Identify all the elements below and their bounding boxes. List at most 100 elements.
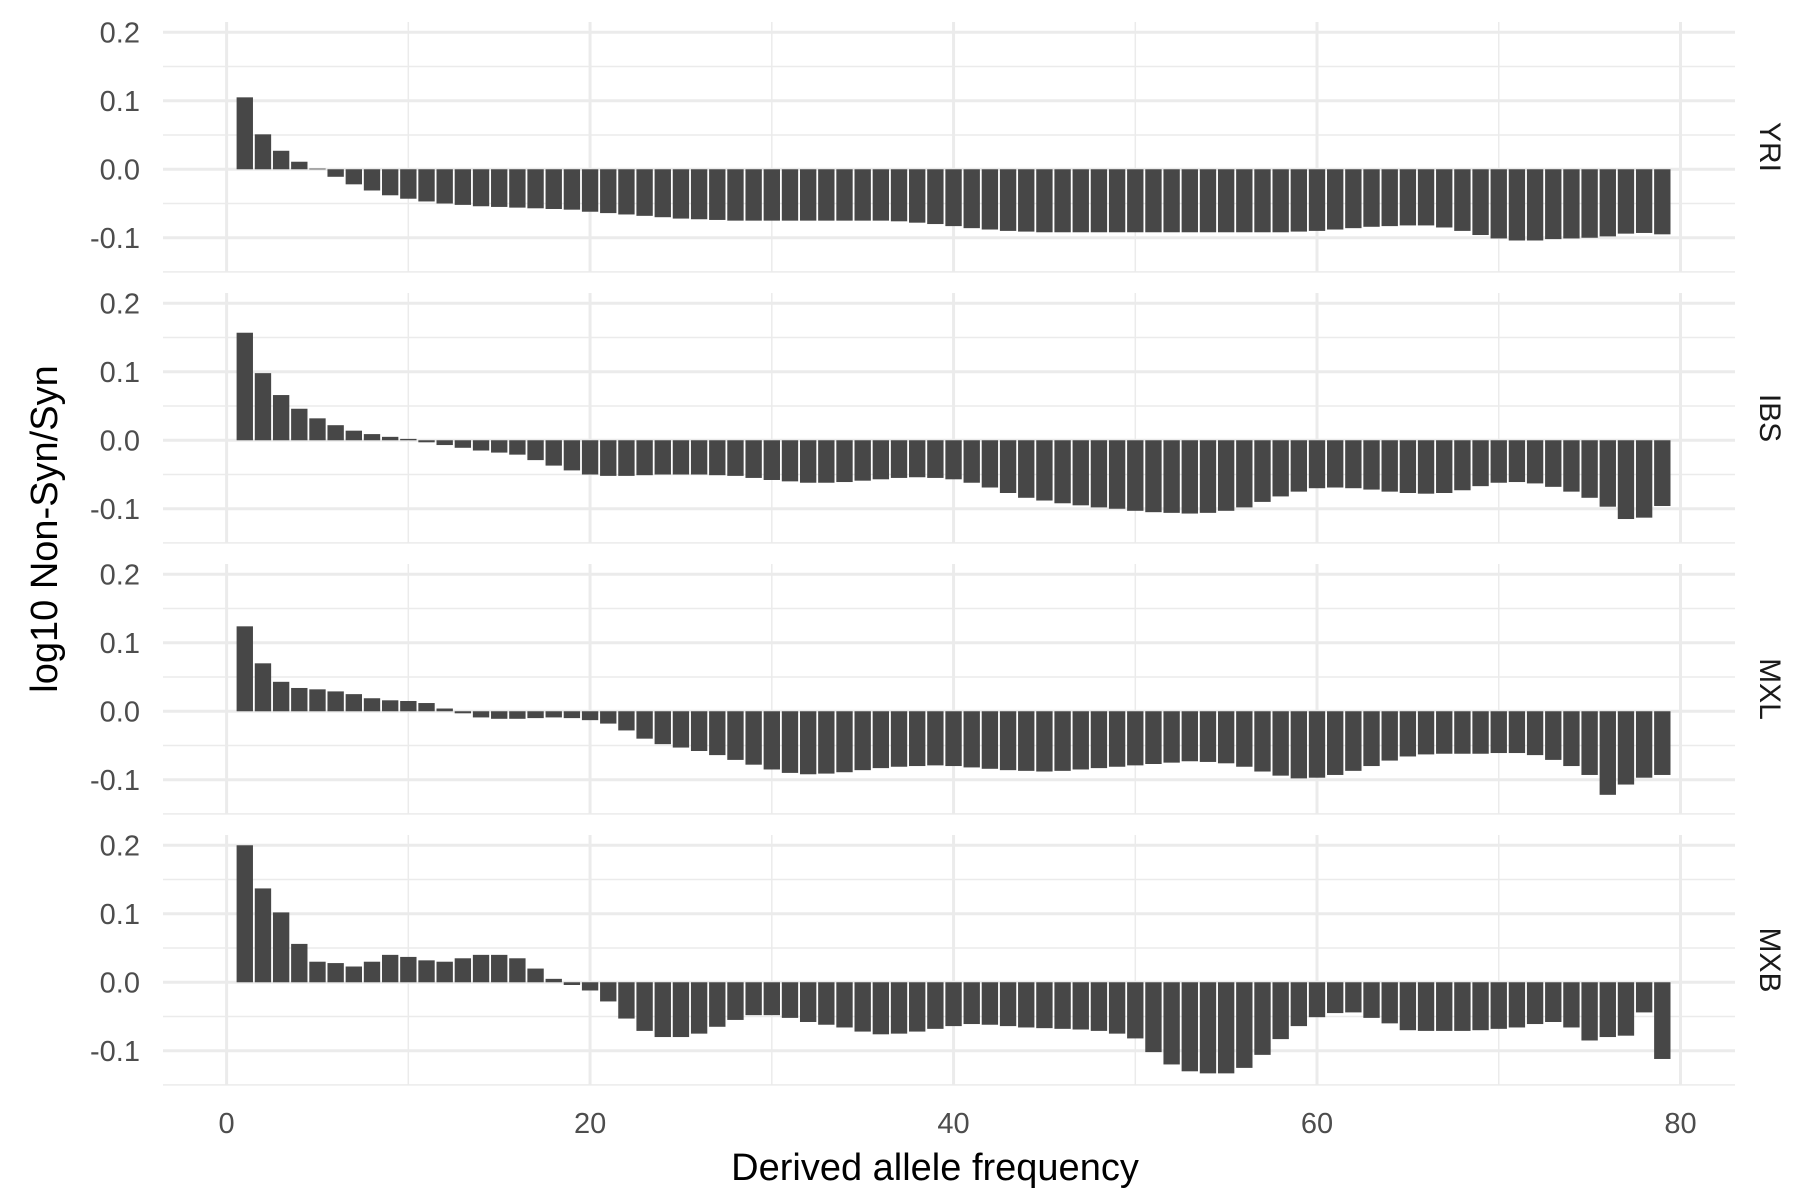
bar [1236, 169, 1253, 233]
bar [1127, 711, 1144, 766]
bar [890, 711, 908, 767]
bar [781, 440, 799, 482]
bar [1127, 982, 1144, 1039]
bar [1254, 169, 1271, 233]
bar [1508, 169, 1526, 241]
bar [381, 169, 399, 196]
bar [1654, 982, 1671, 1059]
bar [1127, 169, 1144, 233]
bar [636, 440, 653, 476]
x-tick-label: 40 [937, 1108, 969, 1140]
bar [781, 169, 799, 221]
bar [1054, 440, 1071, 504]
bar [600, 440, 617, 476]
bar [799, 711, 817, 775]
bar [1290, 982, 1308, 1027]
bar [1018, 440, 1035, 498]
facet-panels: -0.1 0.0 0.1 0.2 YRI -0.1 0.0 0.1 0.2 IBS -0.1 0.0 0… [90, 17, 1786, 1086]
bar [1108, 982, 1126, 1034]
y-tick-label: 0.1 [100, 357, 140, 389]
bar [418, 703, 435, 712]
bar [1508, 982, 1526, 1028]
bar [836, 711, 853, 773]
bar [1327, 169, 1344, 230]
bar [890, 440, 908, 478]
bar [1581, 169, 1598, 238]
bar [1217, 169, 1235, 233]
bar [1345, 711, 1362, 771]
bar [1617, 982, 1635, 1036]
bar [1145, 982, 1162, 1053]
bar [999, 169, 1017, 231]
bar [1617, 440, 1635, 520]
bar [1545, 440, 1562, 487]
bar [381, 436, 399, 441]
bar [327, 425, 344, 441]
x-tick-label: 80 [1664, 1108, 1696, 1140]
bar [1472, 711, 1489, 754]
bar [1199, 169, 1217, 233]
bar [927, 711, 944, 766]
bar [436, 708, 453, 712]
bar [581, 982, 599, 991]
bar [491, 440, 508, 453]
bar [909, 982, 926, 1032]
y-tick-label: 0.1 [100, 899, 140, 931]
bar [727, 169, 744, 221]
bar [1581, 440, 1598, 498]
bar [963, 711, 980, 768]
bar [654, 711, 671, 745]
bar [672, 440, 690, 475]
bar [1490, 982, 1507, 1029]
bar [854, 169, 871, 221]
bar [309, 961, 326, 983]
bar [272, 681, 290, 712]
bar [1654, 711, 1671, 775]
bar [436, 169, 453, 204]
bar [1290, 711, 1308, 779]
bar [672, 982, 690, 1038]
bar [836, 169, 853, 221]
bar [327, 963, 344, 983]
bar [436, 961, 453, 983]
bar [491, 169, 508, 207]
bar [1363, 169, 1380, 227]
bar [563, 711, 581, 719]
bar [763, 982, 780, 1016]
bar [1399, 711, 1417, 757]
bar [763, 169, 780, 221]
bar [727, 711, 744, 760]
bar [581, 169, 599, 212]
facet-strip-label: MXB [1753, 927, 1786, 992]
bar [963, 982, 980, 1025]
bar [1018, 982, 1035, 1028]
bar [291, 161, 308, 170]
bar [309, 168, 326, 170]
bar [509, 958, 526, 983]
bar [890, 169, 908, 222]
bar [1635, 169, 1653, 233]
bar [1345, 440, 1362, 489]
bar [1036, 169, 1053, 233]
bar [1199, 440, 1217, 513]
y-axis-title: log10 Non-Syn/Syn [24, 365, 66, 692]
bar [1526, 982, 1544, 1025]
facet-yri: -0.1 0.0 0.1 0.2 YRI [90, 17, 1786, 273]
bar [1436, 440, 1453, 493]
bar [745, 440, 762, 478]
bar [1181, 169, 1198, 233]
bar [600, 169, 617, 214]
bar [1508, 440, 1526, 483]
bar [527, 968, 544, 983]
bar [527, 169, 544, 209]
bar [327, 691, 344, 712]
bar [981, 440, 999, 488]
bar [727, 440, 744, 476]
bar [1181, 711, 1198, 762]
bar [272, 150, 290, 170]
bar [672, 169, 690, 219]
bar [1254, 711, 1271, 772]
facet-mxl: -0.1 0.0 0.1 0.2 MXL [90, 559, 1786, 815]
bar [890, 982, 908, 1034]
